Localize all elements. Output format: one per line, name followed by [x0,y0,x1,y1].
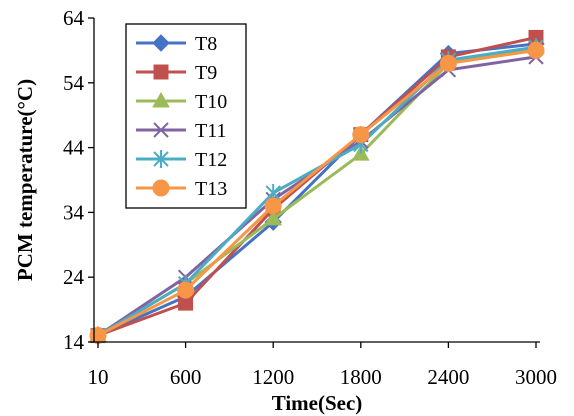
x-tick-label: 1800 [340,365,382,389]
legend-label: T10 [195,91,227,113]
legend-box [125,23,247,209]
y-axis-title: PCM temperature(°C) [13,79,37,281]
series-T13 [89,41,545,345]
x-tick-label: 3000 [515,365,557,389]
data-point [177,281,195,299]
data-point [264,209,283,226]
legend-marker [152,91,170,108]
legend-marker [153,122,169,138]
legend: T8 T9 T10 T11 T12 T13 [125,23,247,209]
plot-area [89,29,545,345]
legend-entry: T10 [136,91,227,113]
y-tick-labels: 14 24 34 44 54 64 [63,6,85,354]
legend-label: T12 [195,149,227,171]
legend-marker [153,150,169,168]
legend-label: T9 [195,62,217,84]
data-point [89,327,107,345]
x-tick-labels: 10 600 1200 1800 2400 3000 [88,365,558,389]
legend-entry: T11 [136,120,226,142]
legend-label: T8 [195,33,217,55]
y-tick-label: 64 [63,6,85,30]
series-line [97,48,537,337]
data-point [439,54,457,72]
y-tick-label: 44 [63,136,85,160]
legend-entry: T8 [136,33,217,55]
legend-label: T11 [195,120,226,142]
legend-marker [152,34,170,52]
y-tick-label: 24 [63,265,85,289]
x-tick-label: 2400 [427,365,469,389]
series-line [97,42,537,337]
x-tick-label: 10 [88,365,109,389]
legend-entry: T12 [136,149,227,171]
x-axis-title: Time(Sec) [272,391,363,415]
data-point [527,41,545,59]
axes [88,17,540,348]
legend-label: T13 [195,178,227,200]
y-tick-label: 34 [63,200,85,224]
y-tick-label: 14 [63,330,85,354]
legend-marker [153,64,169,80]
x-tick-label: 1200 [252,365,294,389]
data-point [264,197,282,215]
data-point [352,126,370,144]
legend-entry: T13 [136,178,227,200]
y-tick-label: 54 [63,71,85,95]
legend-marker [152,179,170,197]
legend-entry: T9 [136,62,217,84]
x-tick-label: 600 [170,365,202,389]
